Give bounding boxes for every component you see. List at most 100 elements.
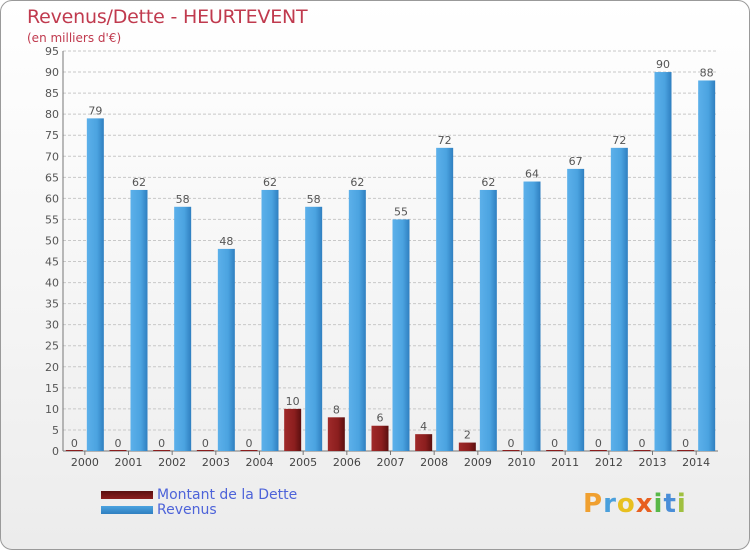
bar-chart: 0510152025303540455055606570758085909507… xyxy=(45,45,718,469)
x-tick-label: 2012 xyxy=(595,456,623,469)
legend-label-revenue: Revenus xyxy=(157,501,217,518)
y-tick-label: 70 xyxy=(45,150,59,163)
legend-item-revenue: Revenus xyxy=(101,501,297,518)
debt-bar xyxy=(196,450,214,451)
revenue-bar xyxy=(523,181,541,452)
revenue-value-label: 64 xyxy=(525,168,539,181)
y-tick-label: 5 xyxy=(52,424,59,437)
y-tick-label: 25 xyxy=(45,340,59,353)
debt-bar xyxy=(65,450,83,451)
revenue-bar xyxy=(217,248,235,451)
revenue-value-label: 58 xyxy=(307,193,321,206)
revenue-value-label: 62 xyxy=(263,176,277,189)
debt-bar xyxy=(677,450,695,451)
debt-value-label: 0 xyxy=(115,437,122,450)
debt-value-label: 0 xyxy=(246,437,253,450)
y-tick-label: 20 xyxy=(45,361,59,374)
legend-swatch-revenue xyxy=(101,505,153,514)
y-tick-label: 55 xyxy=(45,213,59,226)
debt-bar xyxy=(546,450,564,451)
debt-bar xyxy=(153,450,171,451)
debt-bar xyxy=(415,434,433,451)
x-tick-label: 2005 xyxy=(289,456,317,469)
revenue-value-label: 62 xyxy=(350,176,364,189)
x-tick-label: 2007 xyxy=(377,456,405,469)
debt-value-label: 2 xyxy=(464,429,471,442)
x-tick-label: 2008 xyxy=(420,456,448,469)
revenue-value-label: 79 xyxy=(88,104,102,117)
revenue-bar xyxy=(654,72,672,451)
y-tick-label: 35 xyxy=(45,298,59,311)
x-tick-label: 2004 xyxy=(246,456,274,469)
x-tick-label: 2002 xyxy=(158,456,186,469)
y-tick-label: 60 xyxy=(45,192,59,205)
debt-bar xyxy=(109,450,127,451)
revenue-bar xyxy=(567,168,585,452)
proxiti-logo: Proxiti xyxy=(583,489,687,519)
revenue-bar xyxy=(305,206,323,451)
debt-value-label: 0 xyxy=(551,437,558,450)
y-tick-label: 40 xyxy=(45,277,59,290)
y-tick-label: 0 xyxy=(52,445,59,458)
revenue-value-label: 48 xyxy=(219,235,233,248)
debt-value-label: 0 xyxy=(71,437,78,450)
y-tick-label: 10 xyxy=(45,403,59,416)
debt-value-label: 8 xyxy=(333,403,340,416)
revenue-value-label: 67 xyxy=(569,155,583,168)
debt-bar xyxy=(371,425,389,451)
x-tick-label: 2003 xyxy=(202,456,230,469)
revenue-value-label: 88 xyxy=(700,66,714,79)
debt-bar xyxy=(633,450,651,451)
revenue-bar xyxy=(698,80,716,451)
debt-bar xyxy=(502,450,520,451)
chart-title: Revenus/Dette - HEURTEVENT xyxy=(27,6,308,28)
debt-value-label: 0 xyxy=(158,437,165,450)
legend: Montant de la Dette Revenus xyxy=(101,486,298,518)
revenue-value-label: 90 xyxy=(656,58,670,71)
y-tick-label: 95 xyxy=(45,45,59,58)
x-tick-label: 2000 xyxy=(71,456,99,469)
revenue-bar xyxy=(479,189,497,451)
x-tick-label: 2013 xyxy=(639,456,667,469)
x-tick-label: 2006 xyxy=(333,456,361,469)
x-tick-label: 2001 xyxy=(115,456,143,469)
debt-bar xyxy=(589,450,607,451)
legend-label-debt: Montant de la Dette xyxy=(157,486,298,503)
revenue-bar xyxy=(174,206,192,451)
revenue-value-label: 72 xyxy=(438,134,452,147)
y-tick-label: 80 xyxy=(45,108,59,121)
debt-value-label: 10 xyxy=(286,395,300,408)
y-tick-label: 50 xyxy=(45,234,59,247)
revenue-bar xyxy=(130,189,148,451)
debt-value-label: 0 xyxy=(595,437,602,450)
y-tick-label: 45 xyxy=(45,256,59,269)
debt-value-label: 4 xyxy=(420,420,427,433)
legend-item-debt: Montant de la Dette xyxy=(101,486,298,503)
y-tick-label: 75 xyxy=(45,129,59,142)
revenue-bar xyxy=(610,147,628,451)
debt-value-label: 0 xyxy=(682,437,689,450)
chart-subtitle: (en milliers d'€) xyxy=(27,31,122,45)
debt-value-label: 6 xyxy=(377,412,384,425)
revenue-value-label: 62 xyxy=(481,176,495,189)
y-tick-label: 65 xyxy=(45,171,59,184)
debt-bar xyxy=(458,442,476,451)
revenue-value-label: 55 xyxy=(394,205,408,218)
revenue-bar xyxy=(348,189,366,451)
debt-value-label: 0 xyxy=(508,437,515,450)
legend-swatch-debt xyxy=(101,490,153,499)
y-tick-label: 85 xyxy=(45,87,59,100)
x-tick-label: 2011 xyxy=(551,456,579,469)
debt-bar xyxy=(284,408,302,451)
revenue-bar xyxy=(392,219,410,451)
revenue-bar xyxy=(436,147,454,451)
y-tick-label: 15 xyxy=(45,382,59,395)
x-tick-label: 2010 xyxy=(508,456,536,469)
revenue-bar xyxy=(261,189,279,451)
debt-bar xyxy=(327,417,345,451)
revenue-value-label: 72 xyxy=(612,134,626,147)
x-tick-label: 2009 xyxy=(464,456,492,469)
revenue-bar xyxy=(86,118,104,452)
y-tick-label: 90 xyxy=(45,66,59,79)
